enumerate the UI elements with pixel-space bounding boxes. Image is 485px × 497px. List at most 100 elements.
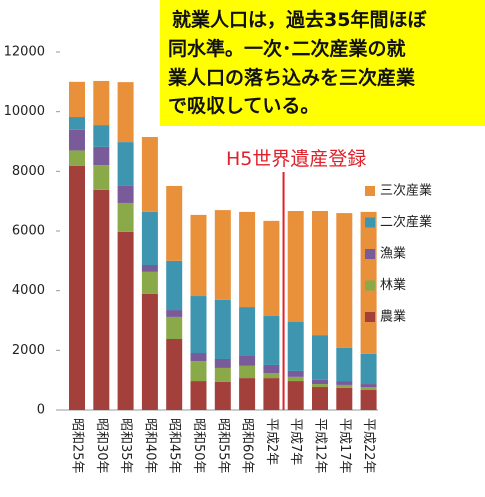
bar-segment <box>239 356 256 366</box>
x-tick-label: 昭和30年 <box>94 418 109 474</box>
bar-segment <box>360 384 377 388</box>
legend-label: 三次産業 <box>380 183 432 199</box>
x-tick-label: 平成7年 <box>288 418 303 465</box>
legend-swatch <box>365 280 375 291</box>
bar-segment <box>69 165 85 410</box>
bar-segment <box>141 137 158 212</box>
bar-segment <box>214 210 231 300</box>
legend-label: 二次産業 <box>380 214 432 230</box>
bar-segment <box>312 379 328 385</box>
bar-segment <box>117 185 134 203</box>
y-tick-label: 8000 <box>12 164 45 179</box>
bar-segment <box>336 213 353 348</box>
bar-segment <box>287 211 304 322</box>
legend-swatch <box>365 249 375 259</box>
bar-segment <box>312 335 328 380</box>
bar-segment <box>239 211 256 308</box>
bar-segment <box>166 185 183 261</box>
bar-segment <box>214 367 231 382</box>
bar-segment <box>239 307 256 357</box>
bar-segment <box>336 347 353 382</box>
bar-segment <box>93 146 110 166</box>
x-tick-label: 平成22年 <box>361 418 376 474</box>
x-tick-label: 平成12年 <box>313 418 328 474</box>
bar-segment <box>287 381 304 410</box>
bar-segment <box>190 353 207 362</box>
bar-segment <box>117 142 134 186</box>
bar-segment <box>166 338 183 410</box>
bar-segment <box>69 117 85 130</box>
bar-segment <box>263 378 280 410</box>
annotation-line: 就業人口は，過去35年間ほぼ <box>172 8 427 31</box>
legend-swatch <box>365 217 375 228</box>
annotation-line: で吸収している。 <box>168 95 319 117</box>
y-tick-label: 12000 <box>4 45 45 60</box>
bar-segment <box>360 353 377 385</box>
bar-segment <box>214 358 231 368</box>
bar-segment <box>312 384 328 388</box>
x-tick-label: 昭和50年 <box>191 418 206 474</box>
bar-segment <box>336 387 353 410</box>
bar-segment <box>263 364 280 374</box>
y-tick-label: 4000 <box>12 283 45 298</box>
bar-segment <box>141 265 158 272</box>
annotation-line: 同水準。一次･二次産業の就 <box>168 37 406 60</box>
bar-segment <box>263 316 280 365</box>
bar-segment <box>93 80 110 126</box>
bar-segment <box>69 150 85 166</box>
bar-segment <box>190 214 207 297</box>
bar-segment <box>141 293 158 410</box>
bar-segment <box>166 260 183 311</box>
bar-segment <box>336 381 353 385</box>
bar-segment <box>287 370 304 377</box>
bar-segment <box>69 81 85 118</box>
y-tick-label: 0 <box>37 403 45 418</box>
bar-segment <box>360 390 377 410</box>
bar-segment <box>336 384 353 388</box>
legend-label: 林業 <box>380 277 406 293</box>
y-tick-label: 10000 <box>4 104 45 119</box>
bar-segment <box>117 202 134 232</box>
bar-segment <box>166 316 183 339</box>
legend-label: 漁業 <box>380 246 406 262</box>
annotation-box <box>160 0 485 126</box>
y-tick-label: 6000 <box>12 224 45 239</box>
bar-segment <box>190 296 207 354</box>
x-tick-label: 昭和40年 <box>142 418 157 474</box>
bar-segment <box>190 381 207 410</box>
bar-segment <box>93 189 110 410</box>
legend-label: 農業 <box>380 309 406 325</box>
bar-segment <box>214 299 231 359</box>
bar-segment <box>287 376 304 382</box>
bar-segment <box>214 381 231 410</box>
x-tick-label: 昭和60年 <box>240 418 255 474</box>
x-tick-label: 平成17年 <box>337 418 352 474</box>
bar-segment <box>312 211 328 336</box>
annotation-line: 業人口の落ち込みを三次産業 <box>167 66 416 89</box>
bar-segment <box>141 271 158 294</box>
bar-segment <box>263 220 280 317</box>
y-tick-label: 2000 <box>12 343 45 358</box>
bar-segment <box>117 231 134 410</box>
x-tick-label: 昭和35年 <box>118 418 133 474</box>
bar-segment <box>69 129 85 151</box>
bar-segment <box>239 378 256 410</box>
legend-swatch <box>365 312 375 322</box>
legend-swatch <box>365 186 375 196</box>
event-label: H5世界遺産登録 <box>226 148 366 170</box>
x-tick-label: 昭和45年 <box>167 418 182 474</box>
x-tick-label: 昭和55年 <box>215 418 230 474</box>
bar-segment <box>312 387 328 410</box>
bar-segment <box>263 373 280 379</box>
bar-segment <box>117 82 134 143</box>
bar-segment <box>93 125 110 147</box>
x-tick-label: 平成2年 <box>264 418 279 465</box>
bar-segment <box>190 361 207 382</box>
bar-segment <box>166 310 183 317</box>
x-tick-label: 昭和25年 <box>70 418 85 474</box>
bar-segment <box>287 321 304 371</box>
bar-segment <box>141 211 158 266</box>
bar-segment <box>93 165 110 190</box>
bar-segment <box>360 387 377 391</box>
